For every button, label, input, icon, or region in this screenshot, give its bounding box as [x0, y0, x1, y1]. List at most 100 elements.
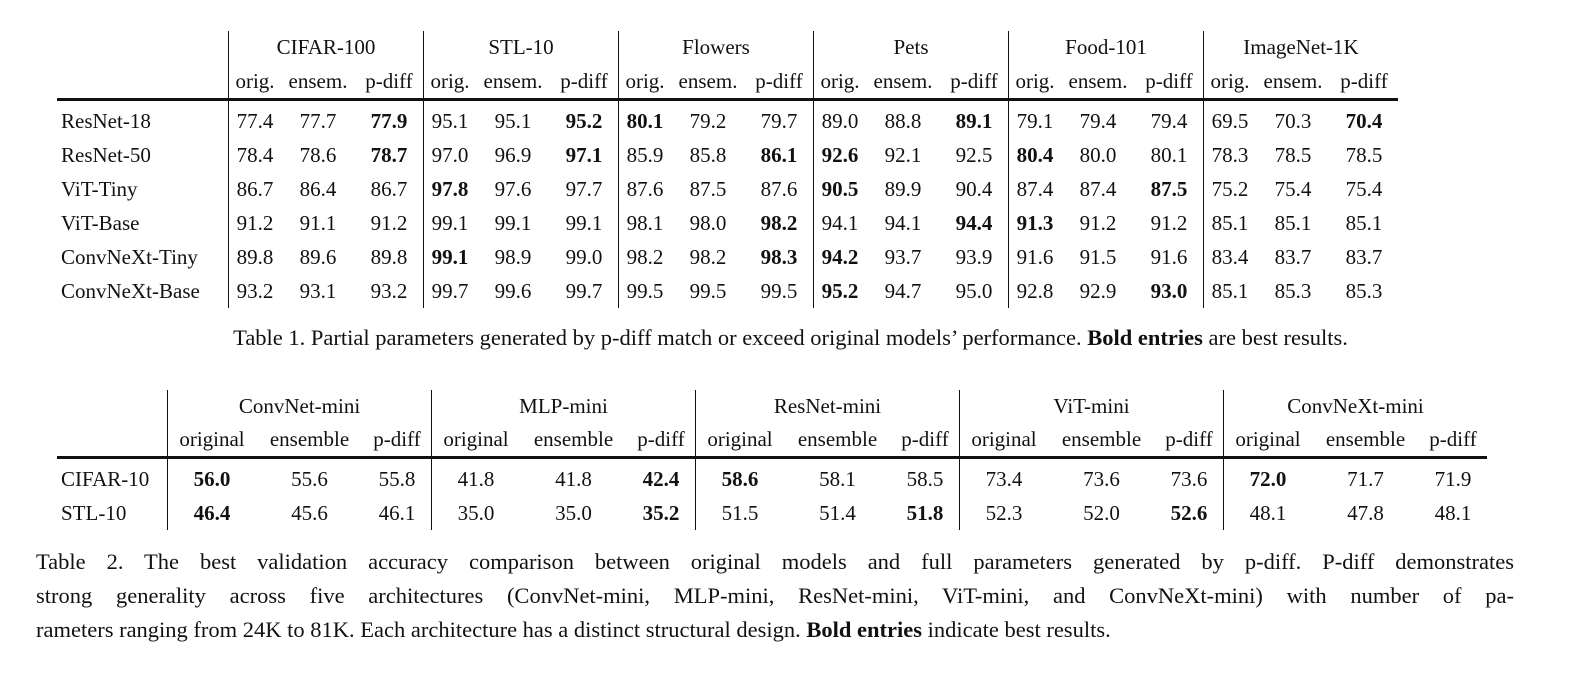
value-cell: 58.5 — [891, 458, 960, 497]
value-cell: 98.0 — [671, 206, 745, 240]
value-cell: 85.9 — [618, 138, 671, 172]
value-cell: 95.2 — [813, 274, 866, 308]
group-header: MLP-mini — [431, 390, 696, 423]
value-cell: 78.7 — [355, 138, 424, 172]
value-cell: 97.8 — [423, 172, 476, 206]
table2-caption-line: strong generality across five architectu… — [36, 583, 1514, 608]
best-value: 78.7 — [370, 142, 408, 167]
value: 86.4 — [299, 176, 337, 201]
value: 85.3 — [1345, 278, 1383, 303]
value: 69.5 — [1211, 108, 1249, 133]
value-cell: 99.1 — [476, 206, 550, 240]
value: 89.8 — [236, 244, 274, 269]
best-value: 56.0 — [193, 466, 231, 491]
value: 91.2 — [1150, 210, 1188, 235]
value: 73.6 — [1170, 466, 1208, 491]
value-cell: 35.0 — [520, 496, 627, 530]
value-cell: 55.6 — [256, 458, 363, 497]
value-cell: 94.1 — [813, 206, 866, 240]
value: 75.4 — [1345, 176, 1383, 201]
value: 93.9 — [955, 244, 993, 269]
value-cell: 99.1 — [550, 206, 619, 240]
value-cell: 99.1 — [423, 240, 476, 274]
row-label: ResNet-18 — [61, 108, 151, 133]
value: 80.0 — [1079, 142, 1117, 167]
row-label: ConvNeXt-Tiny — [61, 244, 198, 269]
value-cell: 93.2 — [228, 274, 281, 308]
value-cell: 99.7 — [423, 274, 476, 308]
value-cell: 78.3 — [1203, 138, 1256, 172]
table-row: ResNet-50 78.4 78.6 78.7 97.0 96.9 97.1 85.9 85.… — [57, 138, 1398, 172]
value-cell: 46.1 — [363, 496, 432, 530]
value-cell: 48.1 — [1223, 496, 1312, 530]
value: 98.0 — [689, 210, 727, 235]
value: 85.3 — [1274, 278, 1312, 303]
value: 99.1 — [565, 210, 603, 235]
column-header: ensem. — [866, 64, 940, 101]
value: 47.8 — [1347, 500, 1384, 525]
value: 87.5 — [689, 176, 727, 201]
value-cell: 94.2 — [813, 240, 866, 274]
value: 97.7 — [565, 176, 603, 201]
value-cell: 99.5 — [618, 274, 671, 308]
value: 93.2 — [236, 278, 274, 303]
value-cell: 98.2 — [671, 240, 745, 274]
row-label: ResNet-50 — [61, 142, 151, 167]
value-cell: 88.8 — [866, 100, 940, 139]
column-header: ensemble — [256, 423, 363, 459]
value: 99.5 — [626, 278, 664, 303]
value-cell: 90.5 — [813, 172, 866, 206]
best-value: 52.6 — [1170, 500, 1208, 525]
value-cell: 85.1 — [1203, 274, 1256, 308]
value: 51.5 — [721, 500, 759, 525]
value: 77.7 — [299, 108, 337, 133]
value: 41.8 — [555, 466, 592, 491]
subheader-row: original ensemble p-diff original ensemble p-… — [57, 423, 1487, 459]
value-cell: 75.4 — [1330, 172, 1398, 206]
value-cell: 52.3 — [959, 496, 1048, 530]
value: 99.1 — [431, 210, 469, 235]
group-header: CIFAR-100 — [228, 31, 424, 64]
best-value: 98.3 — [760, 244, 798, 269]
value-cell: 80.0 — [1061, 138, 1135, 172]
value-cell: 69.5 — [1203, 99, 1256, 138]
value: 89.9 — [884, 176, 922, 201]
value-cell: 91.2 — [355, 206, 424, 240]
table2-caption-suffix: indicate best results. — [922, 617, 1111, 642]
value-cell: 73.6 — [1048, 458, 1155, 497]
value: 35.0 — [555, 500, 592, 525]
value-cell: 97.0 — [423, 138, 476, 172]
value: 85.1 — [1345, 210, 1383, 235]
value: 83.7 — [1274, 244, 1312, 269]
value: 70.3 — [1274, 108, 1312, 133]
best-value: 51.8 — [906, 500, 944, 525]
table1-caption-bold: Bold entries — [1087, 325, 1203, 350]
column-header: orig. — [1203, 64, 1256, 101]
value: 78.4 — [236, 142, 274, 167]
best-value: 87.5 — [1150, 176, 1188, 201]
column-header: orig. — [1008, 64, 1061, 101]
value-cell: 87.6 — [618, 172, 671, 206]
value-cell: 78.5 — [1330, 138, 1398, 172]
value: 99.0 — [565, 244, 603, 269]
value-cell: 75.2 — [1203, 172, 1256, 206]
value: 94.1 — [821, 210, 859, 235]
corner-cell — [57, 31, 229, 64]
column-header: p-diff — [363, 423, 432, 459]
value-cell: 87.4 — [1061, 172, 1135, 206]
group-header: ResNet-mini — [695, 390, 960, 423]
column-header: ensem. — [671, 64, 745, 101]
value: 91.5 — [1079, 244, 1117, 269]
column-header: ensem. — [281, 64, 355, 101]
column-header: ensem. — [1256, 64, 1330, 101]
value: 83.7 — [1345, 244, 1383, 269]
value-cell: 93.9 — [940, 240, 1009, 274]
best-value: 77.9 — [370, 108, 408, 133]
value: 52.0 — [1083, 500, 1120, 525]
value-cell: 86.7 — [355, 172, 424, 206]
row-label: CIFAR-10 — [61, 466, 150, 491]
value: 41.8 — [457, 466, 495, 491]
value-cell: 47.8 — [1312, 496, 1419, 530]
column-header: ensemble — [1048, 423, 1155, 459]
value: 92.5 — [955, 142, 993, 167]
